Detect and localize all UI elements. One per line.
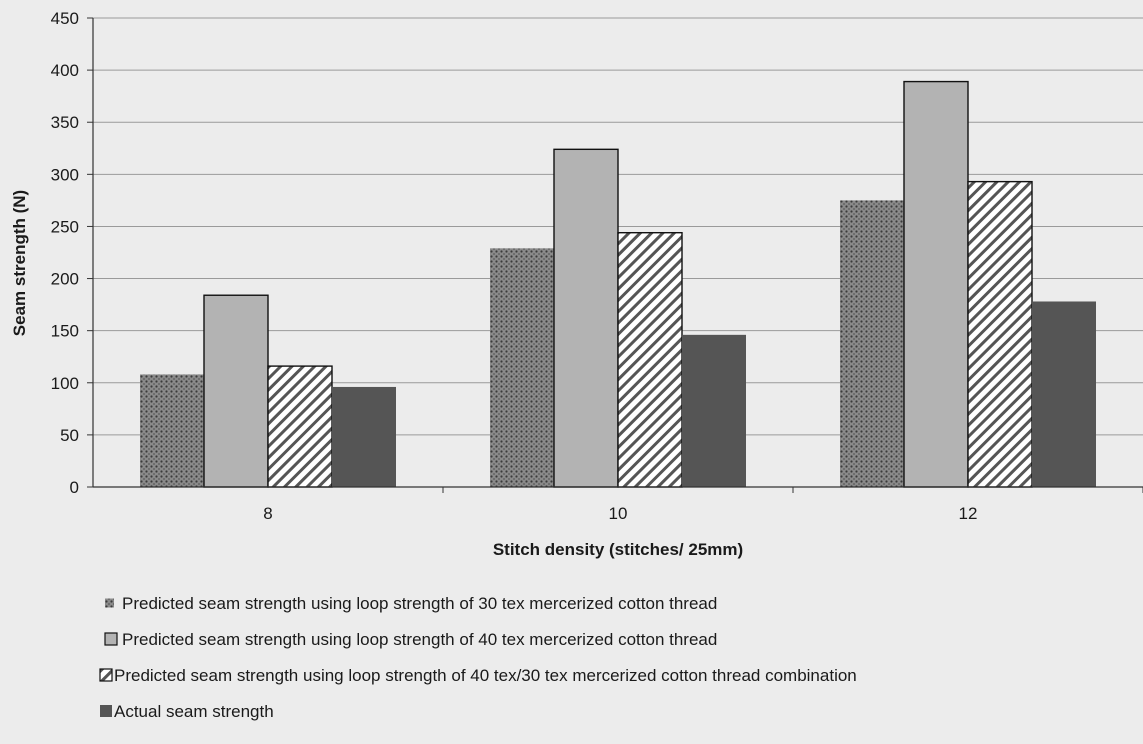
x-axis-title: Stitch density (stitches/ 25mm) (493, 540, 743, 559)
bar-series-3-cat-10 (617, 231, 683, 488)
bar-series-2-cat-12 (903, 80, 969, 488)
y-tick-label: 0 (70, 478, 79, 497)
legend: Predicted seam strength using loop stren… (99, 594, 857, 721)
bar-series-1-cat-8 (140, 374, 204, 487)
bar-series-2-cat-10 (553, 148, 619, 488)
bar-series-3-cat-8 (267, 365, 333, 488)
bars (140, 80, 1096, 488)
bar-series-4-cat-10 (682, 334, 746, 487)
legend-label: Predicted seam strength using loop stren… (122, 594, 717, 613)
y-tick-label: 150 (51, 322, 79, 341)
bar-series-1-cat-12 (840, 200, 904, 487)
legend-label: Predicted seam strength using loop stren… (114, 666, 857, 685)
y-tick-label: 100 (51, 374, 79, 393)
legend-label: Predicted seam strength using loop stren… (122, 630, 717, 649)
y-axis-title: Seam strength (N) (10, 190, 29, 336)
bar-series-3-cat-12 (967, 180, 1033, 488)
y-tick-label: 350 (51, 113, 79, 132)
x-tick-label: 12 (959, 504, 978, 523)
legend-item: Predicted seam strength using loop stren… (104, 630, 717, 649)
legend-swatch (100, 705, 112, 717)
y-tick-label: 400 (51, 61, 79, 80)
y-tick-label: 200 (51, 270, 79, 289)
y-tick-label: 50 (60, 426, 79, 445)
legend-item: Predicted seam strength using loop stren… (99, 666, 857, 685)
x-tick-label: 8 (263, 504, 272, 523)
legend-label: Actual seam strength (114, 702, 274, 721)
bar-series-1-cat-10 (490, 248, 554, 487)
bar-series-4-cat-8 (332, 386, 396, 487)
bar-series-4-cat-12 (1032, 301, 1096, 487)
x-tick-label: 10 (609, 504, 628, 523)
legend-item: Actual seam strength (100, 702, 274, 721)
legend-swatch (99, 668, 113, 682)
axes (87, 17, 1143, 493)
y-tick-label: 300 (51, 165, 79, 184)
y-tick-label: 450 (51, 9, 79, 28)
tick-labels: 0 50 100 150 200 250 300 350 400 450 8 10 12 (51, 9, 978, 523)
legend-item: Predicted seam strength using loop stren… (105, 594, 717, 613)
legend-swatch (105, 598, 114, 608)
bar-series-2-cat-8 (203, 294, 269, 488)
y-tick-label: 250 (51, 217, 79, 236)
legend-swatch (104, 632, 118, 646)
